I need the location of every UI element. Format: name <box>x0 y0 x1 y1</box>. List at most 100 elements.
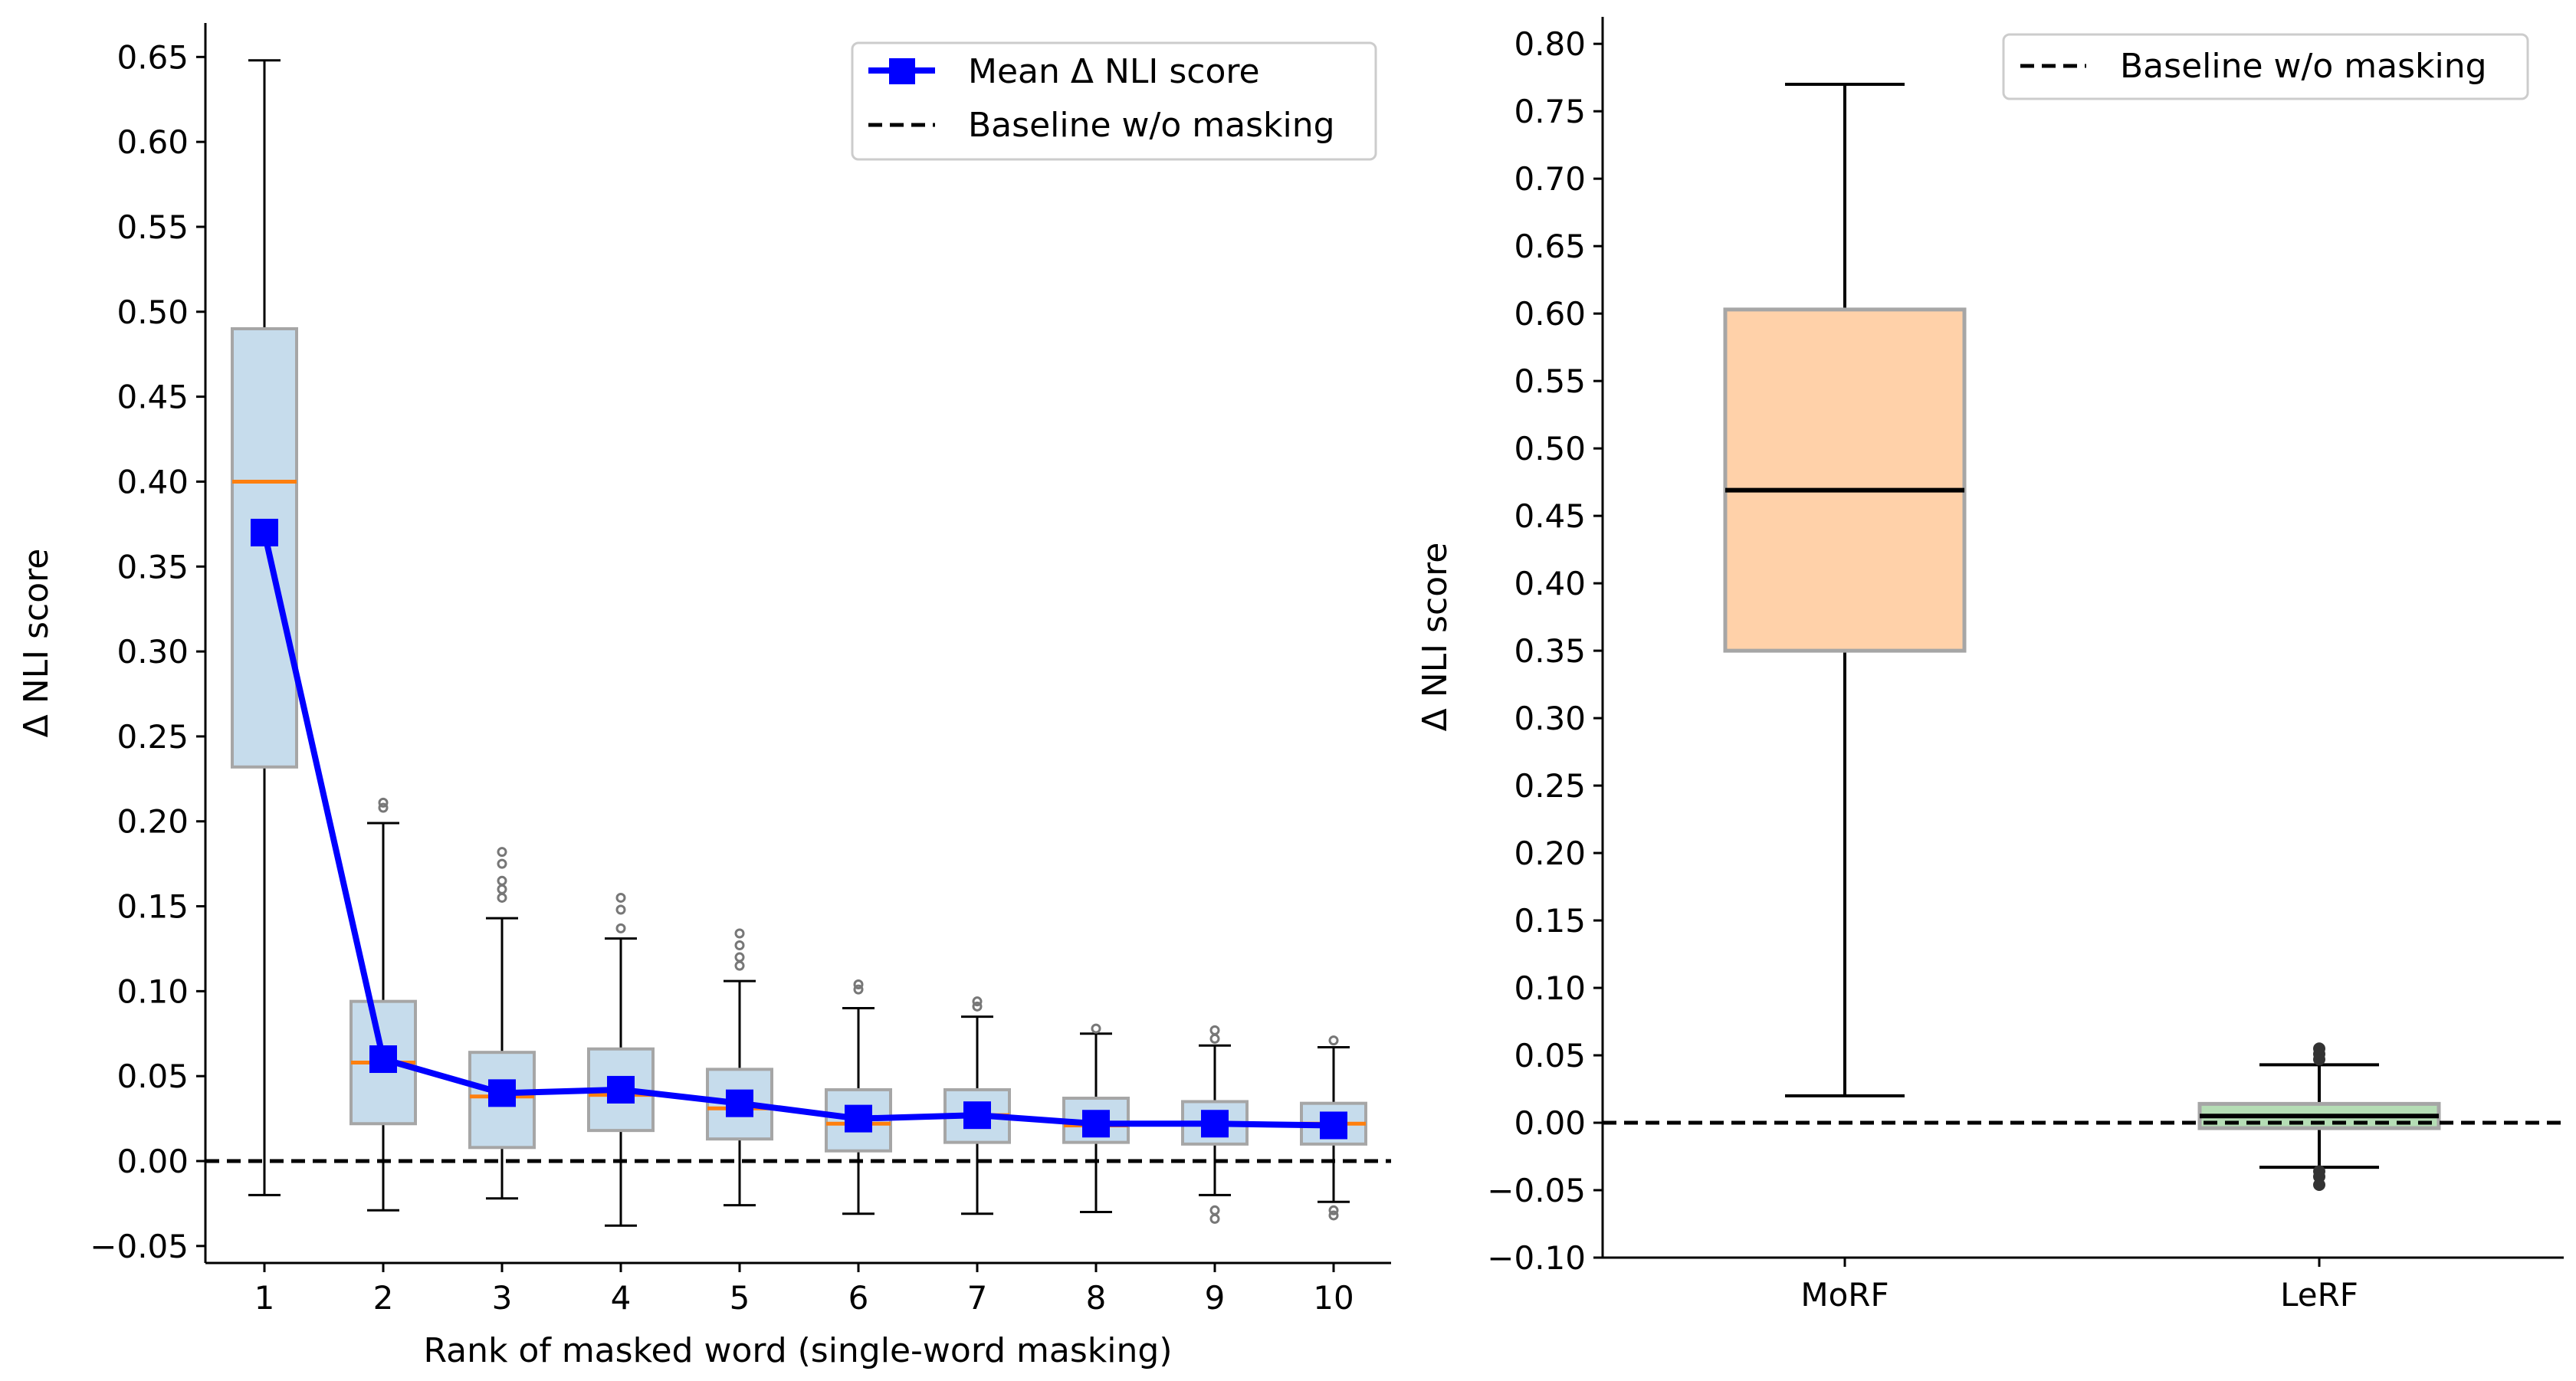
mean-marker <box>369 1045 397 1074</box>
outlier-point <box>615 892 626 903</box>
y-tick-label: 0.80 <box>1514 25 1586 63</box>
right-plot-marks <box>1603 82 2564 1191</box>
outlier-point <box>497 858 507 869</box>
y-tick-label: 0.35 <box>116 548 189 586</box>
mean-marker <box>488 1079 516 1107</box>
right-x-ticks: MoRF LeRF <box>1800 1258 2358 1314</box>
y-tick-label: 0.05 <box>1514 1037 1586 1074</box>
mean-marker <box>726 1089 753 1117</box>
left-box-plot-panel: −0.05 0.00 0.05 0.10 0.15 0.20 0.25 0.30 0.35 0.4… <box>17 23 1391 1370</box>
mean-series-line <box>261 532 1334 1129</box>
mean-marker <box>1082 1110 1110 1138</box>
y-tick-label: 0.30 <box>1514 700 1586 737</box>
legend-baseline-label: Baseline w/o masking <box>968 106 1335 145</box>
outlier-point <box>378 797 389 808</box>
right-legend: Baseline w/o masking <box>2002 33 2529 100</box>
y-tick-label: 0.05 <box>116 1058 189 1095</box>
x-tick-label: MoRF <box>1800 1276 1889 1314</box>
legend-mean-marker-icon <box>889 58 915 84</box>
outlier-point <box>734 960 745 971</box>
y-tick-label: 0.65 <box>1514 228 1586 265</box>
outlier-point <box>1209 1025 1220 1035</box>
left-x-ticks: 1 2 3 4 5 6 7 8 9 10 <box>254 1263 1354 1317</box>
x-tick-label: 5 <box>730 1279 750 1317</box>
outlier-point <box>497 875 507 886</box>
y-tick-label: 0.35 <box>1514 632 1586 670</box>
outlier-point <box>378 802 389 813</box>
y-tick-label: −0.05 <box>90 1228 189 1265</box>
x-tick-label: 4 <box>611 1279 632 1317</box>
x-tick-label: 2 <box>373 1279 394 1317</box>
outlier-point <box>2313 1042 2325 1055</box>
x-tick-label: 9 <box>1205 1279 1226 1317</box>
right-y-axis-label: Δ NLI score <box>1416 543 1455 732</box>
mean-marker <box>607 1075 635 1104</box>
y-tick-label: 0.75 <box>1514 93 1586 130</box>
box-rank-1 <box>231 326 298 769</box>
outlier-point <box>1209 1205 1220 1215</box>
outlier-point <box>734 940 745 951</box>
outlier-point <box>972 1001 983 1012</box>
y-tick-label: 0.30 <box>116 633 189 671</box>
left-y-axis-label: Δ NLI score <box>17 549 56 738</box>
y-tick-label: −0.10 <box>1487 1239 1586 1277</box>
outlier-point <box>497 892 507 903</box>
y-tick-label: 0.70 <box>1514 160 1586 198</box>
outlier-point <box>1328 1035 1339 1046</box>
outlier-point <box>853 979 864 990</box>
y-tick-label: 0.20 <box>1514 835 1586 872</box>
x-tick-label: 7 <box>967 1279 988 1317</box>
outlier-point <box>497 847 507 858</box>
x-tick-label: 1 <box>254 1279 275 1317</box>
outlier-point <box>734 952 745 963</box>
box-morf <box>1723 307 1967 653</box>
y-tick-label: 0.55 <box>116 208 189 246</box>
right-y-ticks: −0.10 −0.05 0.00 0.05 0.10 0.15 0.20 0.25 0.30 0.… <box>1487 25 1603 1277</box>
y-tick-label: 0.45 <box>116 379 189 416</box>
y-tick-label: 0.10 <box>1514 969 1586 1007</box>
outlier-point <box>1209 1033 1220 1044</box>
mean-marker <box>1201 1110 1229 1138</box>
legend-mean-label: Mean Δ NLI score <box>968 52 1260 91</box>
y-tick-label: 0.00 <box>1514 1104 1586 1142</box>
outlier-point <box>1328 1205 1339 1215</box>
outlier-point <box>1091 1023 1101 1034</box>
x-tick-label: 3 <box>492 1279 513 1317</box>
outlier-point <box>853 984 864 995</box>
left-y-ticks: −0.05 0.00 0.05 0.10 0.15 0.20 0.25 0.30 0.35 0.4… <box>90 38 205 1265</box>
y-tick-label: 0.10 <box>116 973 189 1010</box>
y-tick-label: 0.40 <box>1514 565 1586 602</box>
y-tick-label: 0.25 <box>116 718 189 756</box>
right-legend-baseline-label: Baseline w/o masking <box>2120 47 2487 86</box>
x-tick-label: 6 <box>848 1279 869 1317</box>
y-tick-label: 0.60 <box>116 123 189 161</box>
y-tick-label: 0.00 <box>116 1143 189 1180</box>
x-tick-label: 10 <box>1313 1279 1354 1317</box>
y-tick-label: 0.50 <box>116 294 189 331</box>
y-tick-label: 0.50 <box>1514 430 1586 467</box>
mean-marker <box>963 1101 991 1130</box>
y-tick-label: 0.45 <box>1514 497 1586 535</box>
mean-marker <box>1320 1111 1347 1140</box>
x-tick-label: 8 <box>1086 1279 1107 1317</box>
left-legend-frame <box>851 41 1377 161</box>
right-box-plot-panel: −0.10 −0.05 0.00 0.05 0.10 0.15 0.20 0.25 0.30 0.… <box>1416 17 2564 1314</box>
left-x-axis-label: Rank of masked word (single-word masking… <box>424 1331 1173 1370</box>
y-tick-label: 0.20 <box>116 803 189 841</box>
y-tick-label: 0.15 <box>1514 902 1586 940</box>
y-tick-label: 0.40 <box>116 463 189 500</box>
outlier-point <box>615 904 626 915</box>
left-legend: Mean Δ NLI score Baseline w/o masking <box>851 41 1377 161</box>
y-tick-label: 0.15 <box>116 888 189 926</box>
outlier-point <box>497 884 507 894</box>
outlier-point <box>972 996 983 1007</box>
outlier-point <box>1328 1210 1339 1221</box>
left-plot-marks <box>205 59 1391 1227</box>
outlier-point <box>734 928 745 939</box>
y-tick-label: −0.05 <box>1487 1172 1586 1209</box>
y-tick-label: 0.55 <box>1514 362 1586 400</box>
mean-marker <box>845 1104 872 1133</box>
outlier-point <box>1209 1213 1220 1224</box>
y-tick-label: 0.60 <box>1514 295 1586 333</box>
